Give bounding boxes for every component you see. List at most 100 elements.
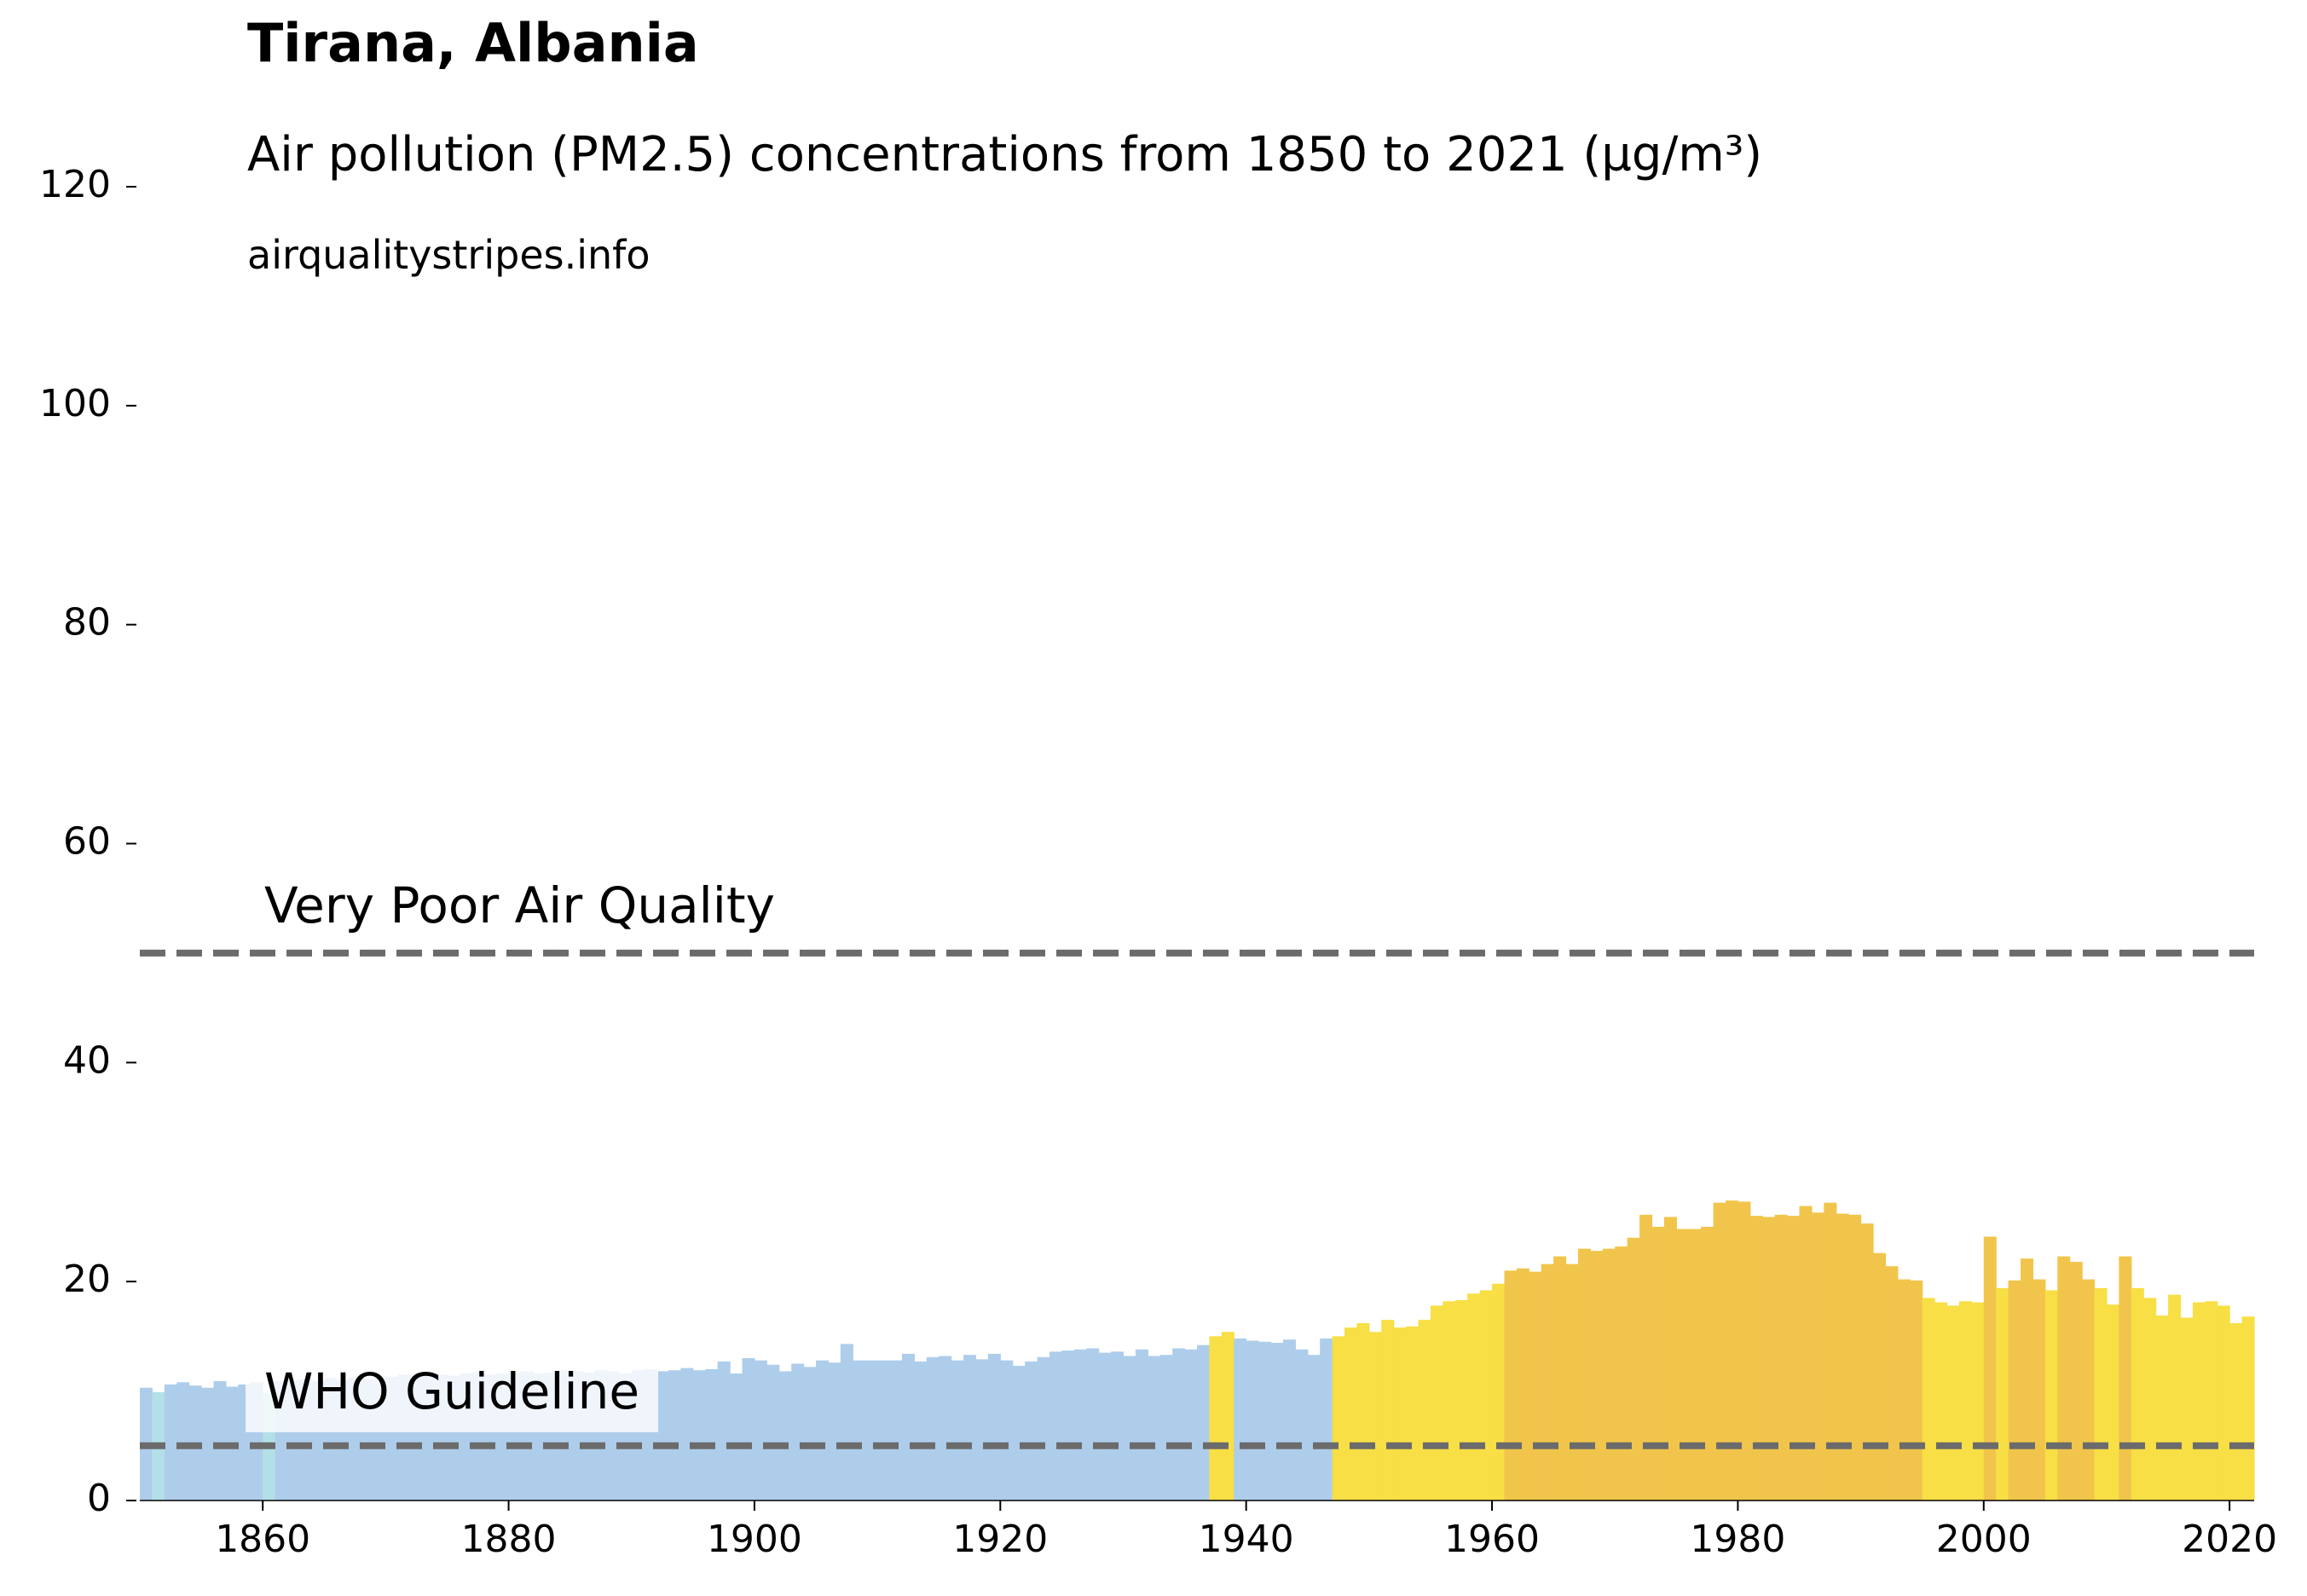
bar: [2143, 1298, 2157, 1501]
bar: [1454, 1299, 1468, 1501]
bar: [1381, 1320, 1395, 1501]
bar: [1467, 1293, 1481, 1501]
y-tick-label: 80: [63, 601, 111, 645]
bar: [766, 1364, 780, 1501]
bar: [656, 1371, 669, 1501]
bar: [939, 1356, 952, 1501]
bar: [1430, 1305, 1443, 1501]
bar: [692, 1370, 706, 1501]
bar: [2131, 1287, 2144, 1501]
bar: [2217, 1305, 2230, 1501]
bar: [1824, 1202, 1837, 1501]
bar: [1676, 1229, 1690, 1501]
bar: [1368, 1332, 1382, 1501]
bar: [803, 1367, 817, 1501]
x-tick-label: 2000: [1936, 1518, 2032, 1561]
bar: [1504, 1270, 1518, 1501]
bar: [201, 1387, 215, 1501]
bar: [1996, 1287, 2009, 1501]
bar: [1639, 1214, 1653, 1501]
bar: [1086, 1348, 1100, 1501]
bar: [1934, 1302, 1948, 1501]
bar: [2094, 1287, 2108, 1501]
bar: [1787, 1216, 1801, 1501]
bar: [164, 1384, 177, 1501]
bar: [1565, 1264, 1579, 1501]
bar: [1848, 1214, 1862, 1501]
bar: [1983, 1236, 1997, 1501]
bar: [816, 1360, 830, 1501]
x-tick-label: 1860: [215, 1518, 310, 1561]
reference-label: WHO Guideline: [264, 1362, 639, 1420]
bar: [1159, 1355, 1173, 1501]
bar: [901, 1353, 915, 1501]
bar: [951, 1360, 964, 1501]
chart-title: Tirana, Albania: [247, 12, 699, 74]
bar: [828, 1362, 841, 1501]
bar: [778, 1371, 792, 1501]
bar: [791, 1363, 805, 1501]
bar: [926, 1356, 940, 1501]
chart-source: airqualitystripes.info: [247, 232, 650, 278]
y-tick-label: 120: [39, 163, 111, 206]
bar: [1172, 1348, 1186, 1501]
bar: [1012, 1366, 1026, 1501]
bar: [1209, 1336, 1223, 1501]
bar: [1701, 1226, 1714, 1501]
bar: [975, 1359, 989, 1501]
bar: [1553, 1256, 1567, 1501]
bar: [853, 1360, 866, 1501]
bar: [2205, 1301, 2218, 1501]
bar: [2044, 1290, 2058, 1501]
bar: [1332, 1336, 1345, 1501]
bar: [1922, 1298, 1935, 1501]
bar: [1295, 1349, 1309, 1501]
bar: [1737, 1201, 1751, 1501]
bar: [1406, 1326, 1419, 1501]
bar: [1123, 1356, 1136, 1501]
bar: [1393, 1327, 1407, 1501]
bar: [2229, 1322, 2243, 1501]
bar: [1270, 1343, 1284, 1501]
bar: [1135, 1349, 1148, 1501]
bar: [2155, 1315, 2169, 1501]
bar: [1025, 1361, 1038, 1501]
bar: [877, 1360, 891, 1501]
reference-label: Very Poor Air Quality: [264, 876, 775, 934]
bar: [864, 1360, 878, 1501]
bar: [914, 1361, 928, 1501]
y-tick-label: 100: [39, 382, 111, 425]
bar: [889, 1360, 903, 1501]
x-tick-label: 1980: [1690, 1518, 1785, 1561]
x-tick-label: 1940: [1199, 1518, 1294, 1561]
x-tick-label: 1960: [1444, 1518, 1540, 1561]
bar: [2241, 1316, 2255, 1501]
bar: [1344, 1327, 1358, 1501]
bar: [1479, 1290, 1493, 1501]
x-tick-label: 1920: [952, 1518, 1048, 1561]
bar: [1958, 1301, 1972, 1501]
bar: [1885, 1266, 1899, 1501]
bar: [1282, 1339, 1296, 1501]
bar: [1221, 1332, 1234, 1501]
bar: [2192, 1302, 2206, 1501]
label-background: [246, 1350, 659, 1432]
bar: [1000, 1360, 1014, 1501]
x-tick-label: 2020: [2182, 1518, 2277, 1561]
bar: [1258, 1341, 1272, 1501]
bar: [1073, 1349, 1087, 1501]
bar: [1197, 1344, 1211, 1501]
bar: [1590, 1251, 1604, 1501]
bar: [2021, 1258, 2034, 1501]
bar: [2168, 1294, 2182, 1501]
bar: [840, 1344, 853, 1501]
bar: [1516, 1268, 1529, 1501]
bar: [1234, 1338, 1247, 1501]
bar: [1615, 1246, 1628, 1501]
bar: [1098, 1352, 1112, 1501]
bar: [2032, 1279, 2046, 1501]
bar: [1049, 1351, 1062, 1501]
bar: [2082, 1279, 2096, 1501]
bar: [754, 1360, 767, 1501]
